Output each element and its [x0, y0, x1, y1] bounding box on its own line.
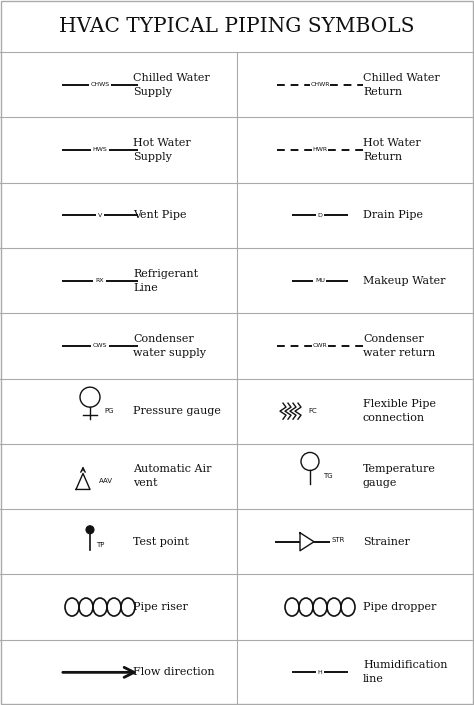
Text: TP: TP	[96, 541, 104, 548]
Text: RX: RX	[96, 278, 104, 283]
Text: HWS: HWS	[92, 147, 108, 152]
Circle shape	[86, 526, 94, 534]
Text: Drain Pipe: Drain Pipe	[363, 210, 423, 220]
Text: FC: FC	[308, 408, 317, 414]
Text: Strainer: Strainer	[363, 537, 410, 547]
Text: Chilled Water
Supply: Chilled Water Supply	[133, 73, 210, 97]
Text: Condenser
water return: Condenser water return	[363, 334, 435, 358]
Text: H: H	[318, 670, 322, 675]
Text: CWS: CWS	[93, 343, 107, 348]
Text: V: V	[98, 213, 102, 218]
Text: Hot Water
Return: Hot Water Return	[363, 138, 421, 162]
Text: Flow direction: Flow direction	[133, 668, 215, 678]
Text: Pipe dropper: Pipe dropper	[363, 602, 437, 612]
Text: HVAC TYPICAL PIPING SYMBOLS: HVAC TYPICAL PIPING SYMBOLS	[59, 16, 415, 35]
Text: Makeup Water: Makeup Water	[363, 276, 446, 286]
Text: Flexible Pipe
connection: Flexible Pipe connection	[363, 399, 436, 423]
Text: PG: PG	[104, 408, 113, 414]
Text: Hot Water
Supply: Hot Water Supply	[133, 138, 191, 162]
Text: Vent Pipe: Vent Pipe	[133, 210, 186, 220]
Text: Refrigerant
Line: Refrigerant Line	[133, 269, 198, 293]
Text: Chilled Water
Return: Chilled Water Return	[363, 73, 440, 97]
Text: TG: TG	[323, 474, 333, 479]
Text: HWR: HWR	[312, 147, 328, 152]
Text: CHWS: CHWS	[91, 82, 109, 87]
Text: Automatic Air
vent: Automatic Air vent	[133, 465, 211, 489]
Text: Test point: Test point	[133, 537, 189, 547]
Text: Temperature
gauge: Temperature gauge	[363, 465, 436, 489]
Text: CHWR: CHWR	[310, 82, 330, 87]
Text: CWR: CWR	[313, 343, 328, 348]
Text: Humidification
line: Humidification line	[363, 661, 447, 685]
Text: MU: MU	[315, 278, 325, 283]
Text: AAV: AAV	[99, 479, 113, 484]
Text: Pressure gauge: Pressure gauge	[133, 406, 221, 416]
Text: D: D	[318, 213, 322, 218]
Text: Pipe riser: Pipe riser	[133, 602, 188, 612]
Text: Condenser
water supply: Condenser water supply	[133, 334, 206, 358]
Text: STR: STR	[332, 537, 346, 543]
